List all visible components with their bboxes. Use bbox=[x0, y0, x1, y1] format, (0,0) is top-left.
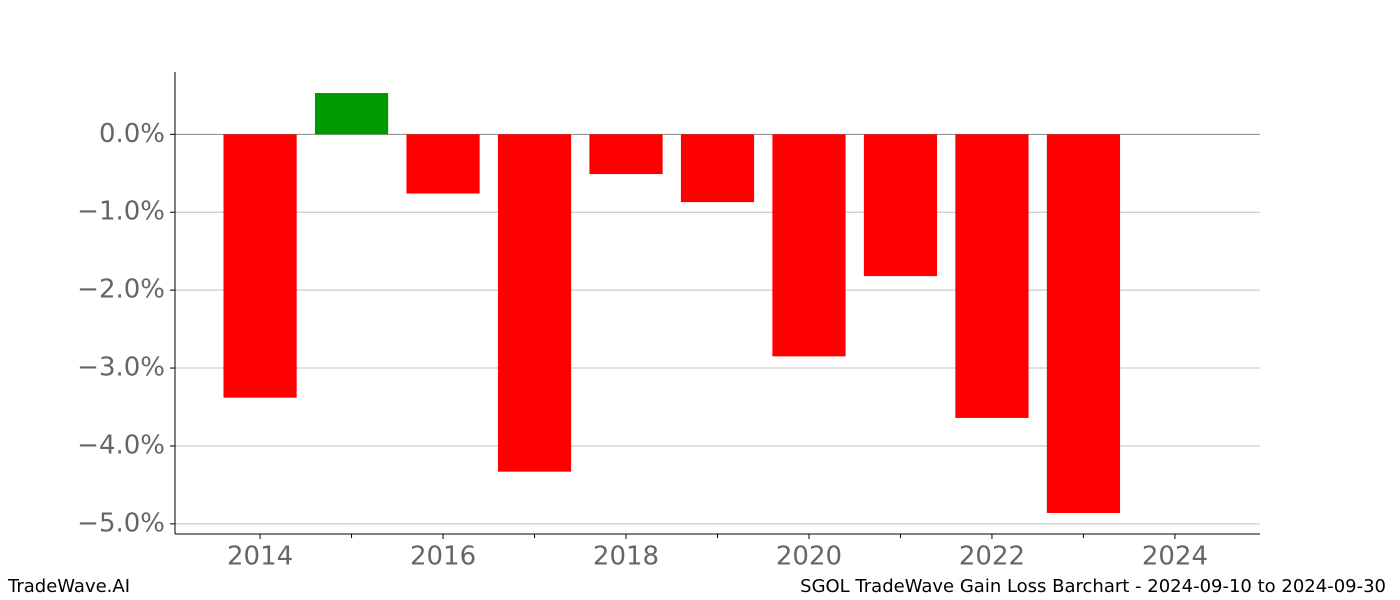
y-tick-label: −5.0% bbox=[77, 508, 165, 538]
bar bbox=[955, 134, 1029, 418]
bar bbox=[223, 134, 297, 398]
x-tick-label: 2022 bbox=[959, 542, 1025, 572]
chart-title: SGOL TradeWave Gain Loss Barchart - 2024… bbox=[800, 576, 1386, 597]
x-tick-label: 2016 bbox=[410, 542, 476, 572]
y-tick-label: −3.0% bbox=[77, 353, 165, 383]
bar bbox=[589, 134, 663, 175]
bar bbox=[863, 134, 938, 277]
bar bbox=[680, 134, 755, 203]
y-tick-label: −2.0% bbox=[77, 275, 165, 305]
y-tick-label: −1.0% bbox=[77, 197, 165, 227]
x-tick-label: 2024 bbox=[1142, 542, 1208, 572]
y-tick-label: 0.0% bbox=[99, 119, 165, 149]
bar bbox=[497, 134, 572, 472]
y-tick-label: −4.0% bbox=[77, 430, 165, 460]
bar bbox=[1046, 134, 1121, 513]
x-tick-label: 2018 bbox=[593, 542, 659, 572]
brand: TradeWave.AI bbox=[7, 576, 130, 597]
x-tick-label: 2020 bbox=[776, 542, 842, 572]
bar bbox=[772, 134, 846, 357]
bar bbox=[314, 93, 389, 135]
x-tick-label: 2014 bbox=[227, 542, 293, 572]
bar bbox=[406, 134, 480, 194]
